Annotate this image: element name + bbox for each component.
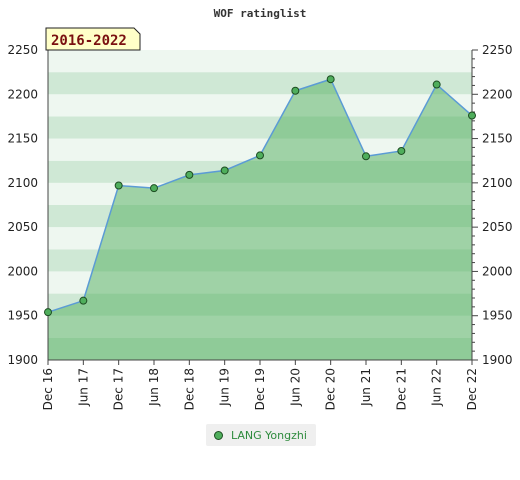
y-tick-label-left: 1900 xyxy=(7,353,38,367)
data-point[interactable] xyxy=(44,308,52,317)
x-tick-label: Dec 18 xyxy=(182,368,196,410)
y-tick-label-right: 2150 xyxy=(482,132,513,146)
y-tick-label-right: 1950 xyxy=(482,309,513,323)
grid-band xyxy=(48,72,472,95)
period-badge: 2016-2022 xyxy=(45,27,141,51)
y-tick-label-left: 2250 xyxy=(7,43,38,57)
y-tick-label-right: 1900 xyxy=(482,353,513,367)
data-point[interactable] xyxy=(397,146,406,155)
data-point[interactable] xyxy=(326,75,335,84)
y-tick-label-left: 2000 xyxy=(7,264,38,278)
legend-label: LANG Yongzhi xyxy=(231,428,307,442)
y-tick-label-right: 2050 xyxy=(482,220,513,234)
x-tick-label: Dec 22 xyxy=(465,368,479,410)
y-tick-label-right: 2100 xyxy=(482,176,513,190)
legend[interactable]: LANG Yongzhi xyxy=(206,424,316,446)
data-markers xyxy=(44,75,476,317)
grid-band xyxy=(48,50,472,73)
x-tick-label: Dec 20 xyxy=(324,368,338,410)
y-tick-label-right: 2200 xyxy=(482,87,513,101)
data-point[interactable] xyxy=(256,151,264,160)
y-tick-label-left: 2100 xyxy=(7,176,38,190)
data-point[interactable] xyxy=(150,184,158,193)
x-tick-label: Jun 22 xyxy=(430,368,444,407)
y-tick-label-left: 2150 xyxy=(7,132,38,146)
x-tick-label: Dec 17 xyxy=(112,368,126,410)
data-point[interactable] xyxy=(114,181,123,190)
x-tick-label: Jun 20 xyxy=(288,368,302,407)
y-tick-label-right: 2000 xyxy=(482,264,513,278)
x-axis: Dec 16 Jun 17 Dec 17 Jun 18 Dec 18 Jun 19 Dec … xyxy=(41,368,479,410)
data-point[interactable] xyxy=(185,170,194,179)
chart-title: WOF ratinglist xyxy=(214,7,307,20)
x-tick-label: Jun 21 xyxy=(359,368,373,407)
x-tick-label: Dec 19 xyxy=(253,368,267,410)
x-tick-label: Dec 21 xyxy=(394,368,408,410)
grid-band xyxy=(48,116,472,139)
data-point[interactable] xyxy=(220,166,229,175)
x-tick-label: Dec 16 xyxy=(41,368,55,410)
x-tick-label: Jun 17 xyxy=(76,368,90,407)
period-badge-label: 2016-2022 xyxy=(51,33,127,49)
x-tick-label: Jun 19 xyxy=(218,368,232,407)
data-point[interactable] xyxy=(79,296,88,305)
y-tick-label-left: 2050 xyxy=(7,220,38,234)
data-point[interactable] xyxy=(432,80,441,89)
data-point[interactable] xyxy=(291,86,300,95)
legend-marker-icon xyxy=(214,430,223,440)
y-axis-left: 1900 1950 2000 2050 2100 2150 2200 2250 xyxy=(7,43,38,367)
y-axis-right: 1900 1950 2000 2050 2100 2150 2200 2250 xyxy=(482,43,513,367)
series-area xyxy=(48,79,472,360)
data-point[interactable] xyxy=(468,111,476,120)
y-tick-label-right: 2250 xyxy=(482,43,513,57)
data-point[interactable] xyxy=(362,152,370,161)
y-tick-label-left: 1950 xyxy=(7,309,38,323)
y-tick-label-left: 2200 xyxy=(7,87,38,101)
grid-band xyxy=(48,94,472,117)
x-tick-label: Jun 18 xyxy=(147,368,161,407)
